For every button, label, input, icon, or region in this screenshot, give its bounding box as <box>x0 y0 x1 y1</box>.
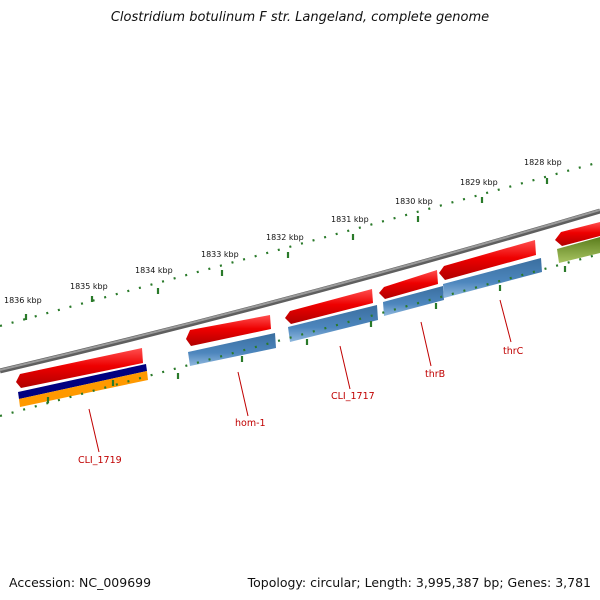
scale-label: 1830 kbp <box>395 197 433 206</box>
forward-genes <box>16 222 600 388</box>
cds-orange <box>19 371 148 407</box>
scale-label: 1831 kbp <box>331 215 369 224</box>
accession-text: Accession: NC_009699 <box>9 575 152 590</box>
cds-blue-cli-1717 <box>288 305 378 342</box>
inner-tick-ring <box>0 252 600 418</box>
cds-green <box>557 237 600 263</box>
gene-label: hom-1 <box>235 418 266 429</box>
cds-blue-thrc <box>443 258 542 298</box>
gene-label: CLI_1719 <box>78 455 122 466</box>
map-title: Clostridium botulinum F str. Langeland, … <box>110 10 490 25</box>
gene-feature-thrc <box>439 240 536 280</box>
gene-feature-next <box>555 222 600 246</box>
gene-feature-cli-1717 <box>285 289 373 324</box>
gene-label: thrB <box>425 369 445 380</box>
inner-major-ticks <box>46 266 567 403</box>
gene-callouts <box>88 299 512 453</box>
scale-label: 1829 kbp <box>460 178 498 187</box>
cds-features <box>18 237 600 407</box>
cds-blue-hom-1 <box>188 333 276 366</box>
gene-labels: CLI_1719 hom-1 CLI_1717 thrB thrC <box>78 346 524 466</box>
scale-label: 1835 kbp <box>70 282 108 291</box>
cds-navy <box>18 364 147 399</box>
gene-label: CLI_1717 <box>331 391 375 402</box>
scale-labels: 1836 kbp 1835 kbp 1834 kbp 1833 kbp 1832… <box>4 158 562 305</box>
outer-major-ticks <box>24 178 549 320</box>
scale-label: 1832 kbp <box>266 233 304 242</box>
gene-label: thrC <box>503 346 524 357</box>
scale-label: 1834 kbp <box>135 266 173 275</box>
outer-tick-ring <box>0 160 600 328</box>
scale-label: 1836 kbp <box>4 296 42 305</box>
cds-blue-thrb <box>383 286 444 316</box>
gene-feature-cli-1719 <box>16 348 143 388</box>
scale-label: 1828 kbp <box>524 158 562 167</box>
gene-feature-hom-1 <box>186 315 271 346</box>
scale-label: 1833 kbp <box>201 250 239 259</box>
gene-feature-thrb <box>379 270 438 299</box>
genome-summary-text: Topology: circular; Length: 3,995,387 bp… <box>247 575 591 590</box>
